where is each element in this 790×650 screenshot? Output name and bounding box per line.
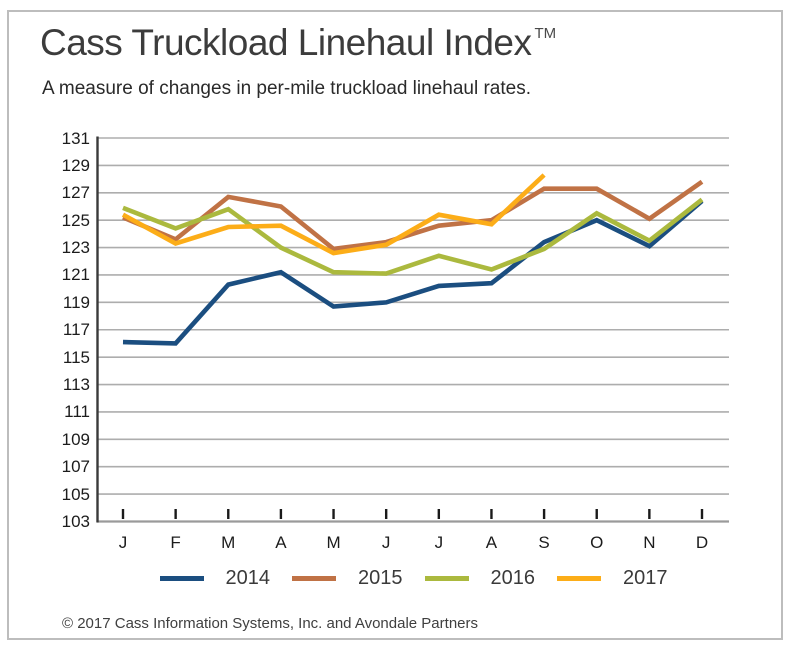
copyright-text: © 2017 Cass Information Systems, Inc. an… [62,615,478,632]
series-line-2017 [121,173,546,256]
y-axis-label: 129 [61,155,90,175]
y-axis-label: 111 [64,402,90,422]
page-title: Cass Truckload Linehaul Index TM [40,22,556,64]
y-axis-label: 123 [61,238,90,258]
y-axis-label: 115 [62,347,90,367]
series-line-2014 [122,199,704,346]
x-axis-label: J [118,533,128,552]
legend-label-2015: 2015 [358,566,403,589]
x-axis-label: N [643,533,656,552]
legend-label-2016: 2016 [490,566,536,589]
page-title-text: Cass Truckload Linehaul Index [40,22,532,63]
y-axis-label: 117 [62,320,90,340]
y-axis-label: 119 [62,292,90,312]
y-axis-label: 121 [61,265,90,285]
y-axis-label: 131 [61,128,90,148]
legend: 2014 2015 2016 2017 [97,566,730,590]
x-axis-label: S [538,533,550,552]
x-axis-label: J [381,533,391,552]
x-axis-label: F [170,533,181,552]
legend-label-2017: 2017 [623,566,668,589]
legend-swatch-2014 [159,575,204,581]
x-axis-label: M [221,533,236,552]
series-line-2015 [122,179,704,252]
y-axis-label: 107 [61,457,90,477]
x-axis-label: A [275,533,287,552]
x-axis-label: A [485,533,498,552]
y-axis-label: 103 [61,512,90,531]
x-axis-label: O [590,533,604,552]
y-axis-label: 125 [61,210,90,230]
x-axis-label: J [434,533,444,552]
y-axis-label: 109 [61,429,90,449]
legend-swatch-2017 [557,575,601,581]
trademark-superscript: TM [534,25,557,42]
series-line-2016 [122,197,704,276]
legend-swatch-2015 [292,575,336,581]
y-axis-label: 113 [62,375,90,395]
y-axis-label: 105 [61,484,90,504]
page-subtitle: A measure of changes in per-mile trucklo… [42,78,531,99]
legend-label-2014: 2014 [225,566,271,589]
x-axis-label: D [695,533,709,552]
y-axis-label: 127 [61,183,90,203]
legend-swatch-2016 [424,575,469,581]
x-axis-label: M [326,533,341,552]
